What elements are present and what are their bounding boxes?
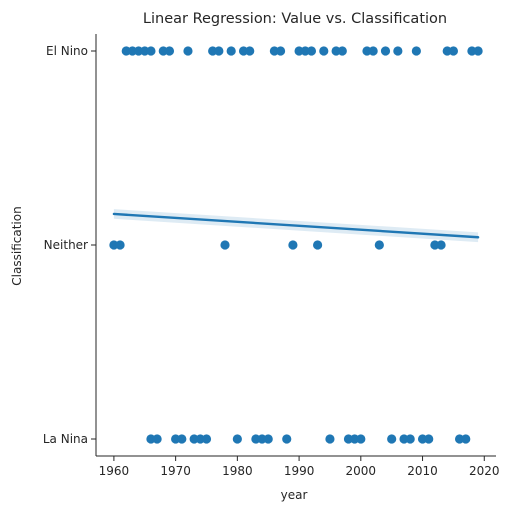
data-point — [356, 434, 366, 444]
data-point — [288, 240, 298, 250]
points-layer — [109, 46, 483, 444]
data-point — [220, 240, 230, 250]
data-point — [263, 434, 273, 444]
data-point — [374, 240, 384, 250]
data-point — [306, 46, 317, 56]
data-point — [214, 46, 224, 56]
data-point — [115, 240, 125, 250]
x-tick-label: 1990 — [284, 464, 315, 478]
data-point — [387, 434, 397, 444]
y-tick-label: Neither — [44, 238, 88, 252]
data-point — [473, 46, 483, 56]
x-tick-layer: 1960 1970 1980 1990 2000 2010 2020 — [99, 456, 500, 478]
chart-title: Linear Regression: Value vs. Classificat… — [143, 11, 447, 27]
regression-line — [112, 212, 480, 239]
data-point — [146, 46, 156, 56]
data-point — [393, 46, 403, 56]
x-tick-label: 1970 — [160, 464, 191, 478]
data-point — [313, 240, 323, 250]
data-point — [380, 46, 391, 56]
y-tick-label: El Nino — [46, 44, 88, 58]
x-tick-label: 2010 — [407, 464, 438, 478]
data-point — [201, 434, 212, 444]
x-tick-label: 2020 — [469, 464, 500, 478]
data-point — [319, 46, 329, 56]
x-tick-label: 1980 — [222, 464, 253, 478]
y-tick-label: La Nina — [43, 432, 88, 446]
y-tick-layer: La Nina Neither El Nino — [43, 44, 96, 446]
data-point — [461, 434, 471, 444]
regression-line-layer — [112, 212, 480, 239]
data-point — [436, 240, 446, 250]
data-point — [325, 434, 335, 444]
y-axis-label: Classification — [10, 206, 24, 285]
data-point — [226, 46, 236, 56]
data-point — [164, 46, 175, 56]
data-point — [232, 434, 242, 444]
x-tick-label: 1960 — [99, 464, 130, 478]
data-point — [177, 434, 187, 444]
data-point — [405, 434, 415, 444]
data-point — [448, 46, 459, 56]
data-point — [337, 46, 347, 56]
data-point — [424, 434, 434, 444]
x-tick-label: 2000 — [346, 464, 377, 478]
data-point — [282, 434, 292, 444]
data-point — [152, 434, 162, 444]
data-point — [245, 46, 255, 56]
data-point — [411, 46, 421, 56]
data-point — [275, 46, 286, 56]
x-axis-label: year — [281, 488, 308, 502]
data-point — [183, 46, 193, 56]
data-point — [368, 46, 378, 56]
